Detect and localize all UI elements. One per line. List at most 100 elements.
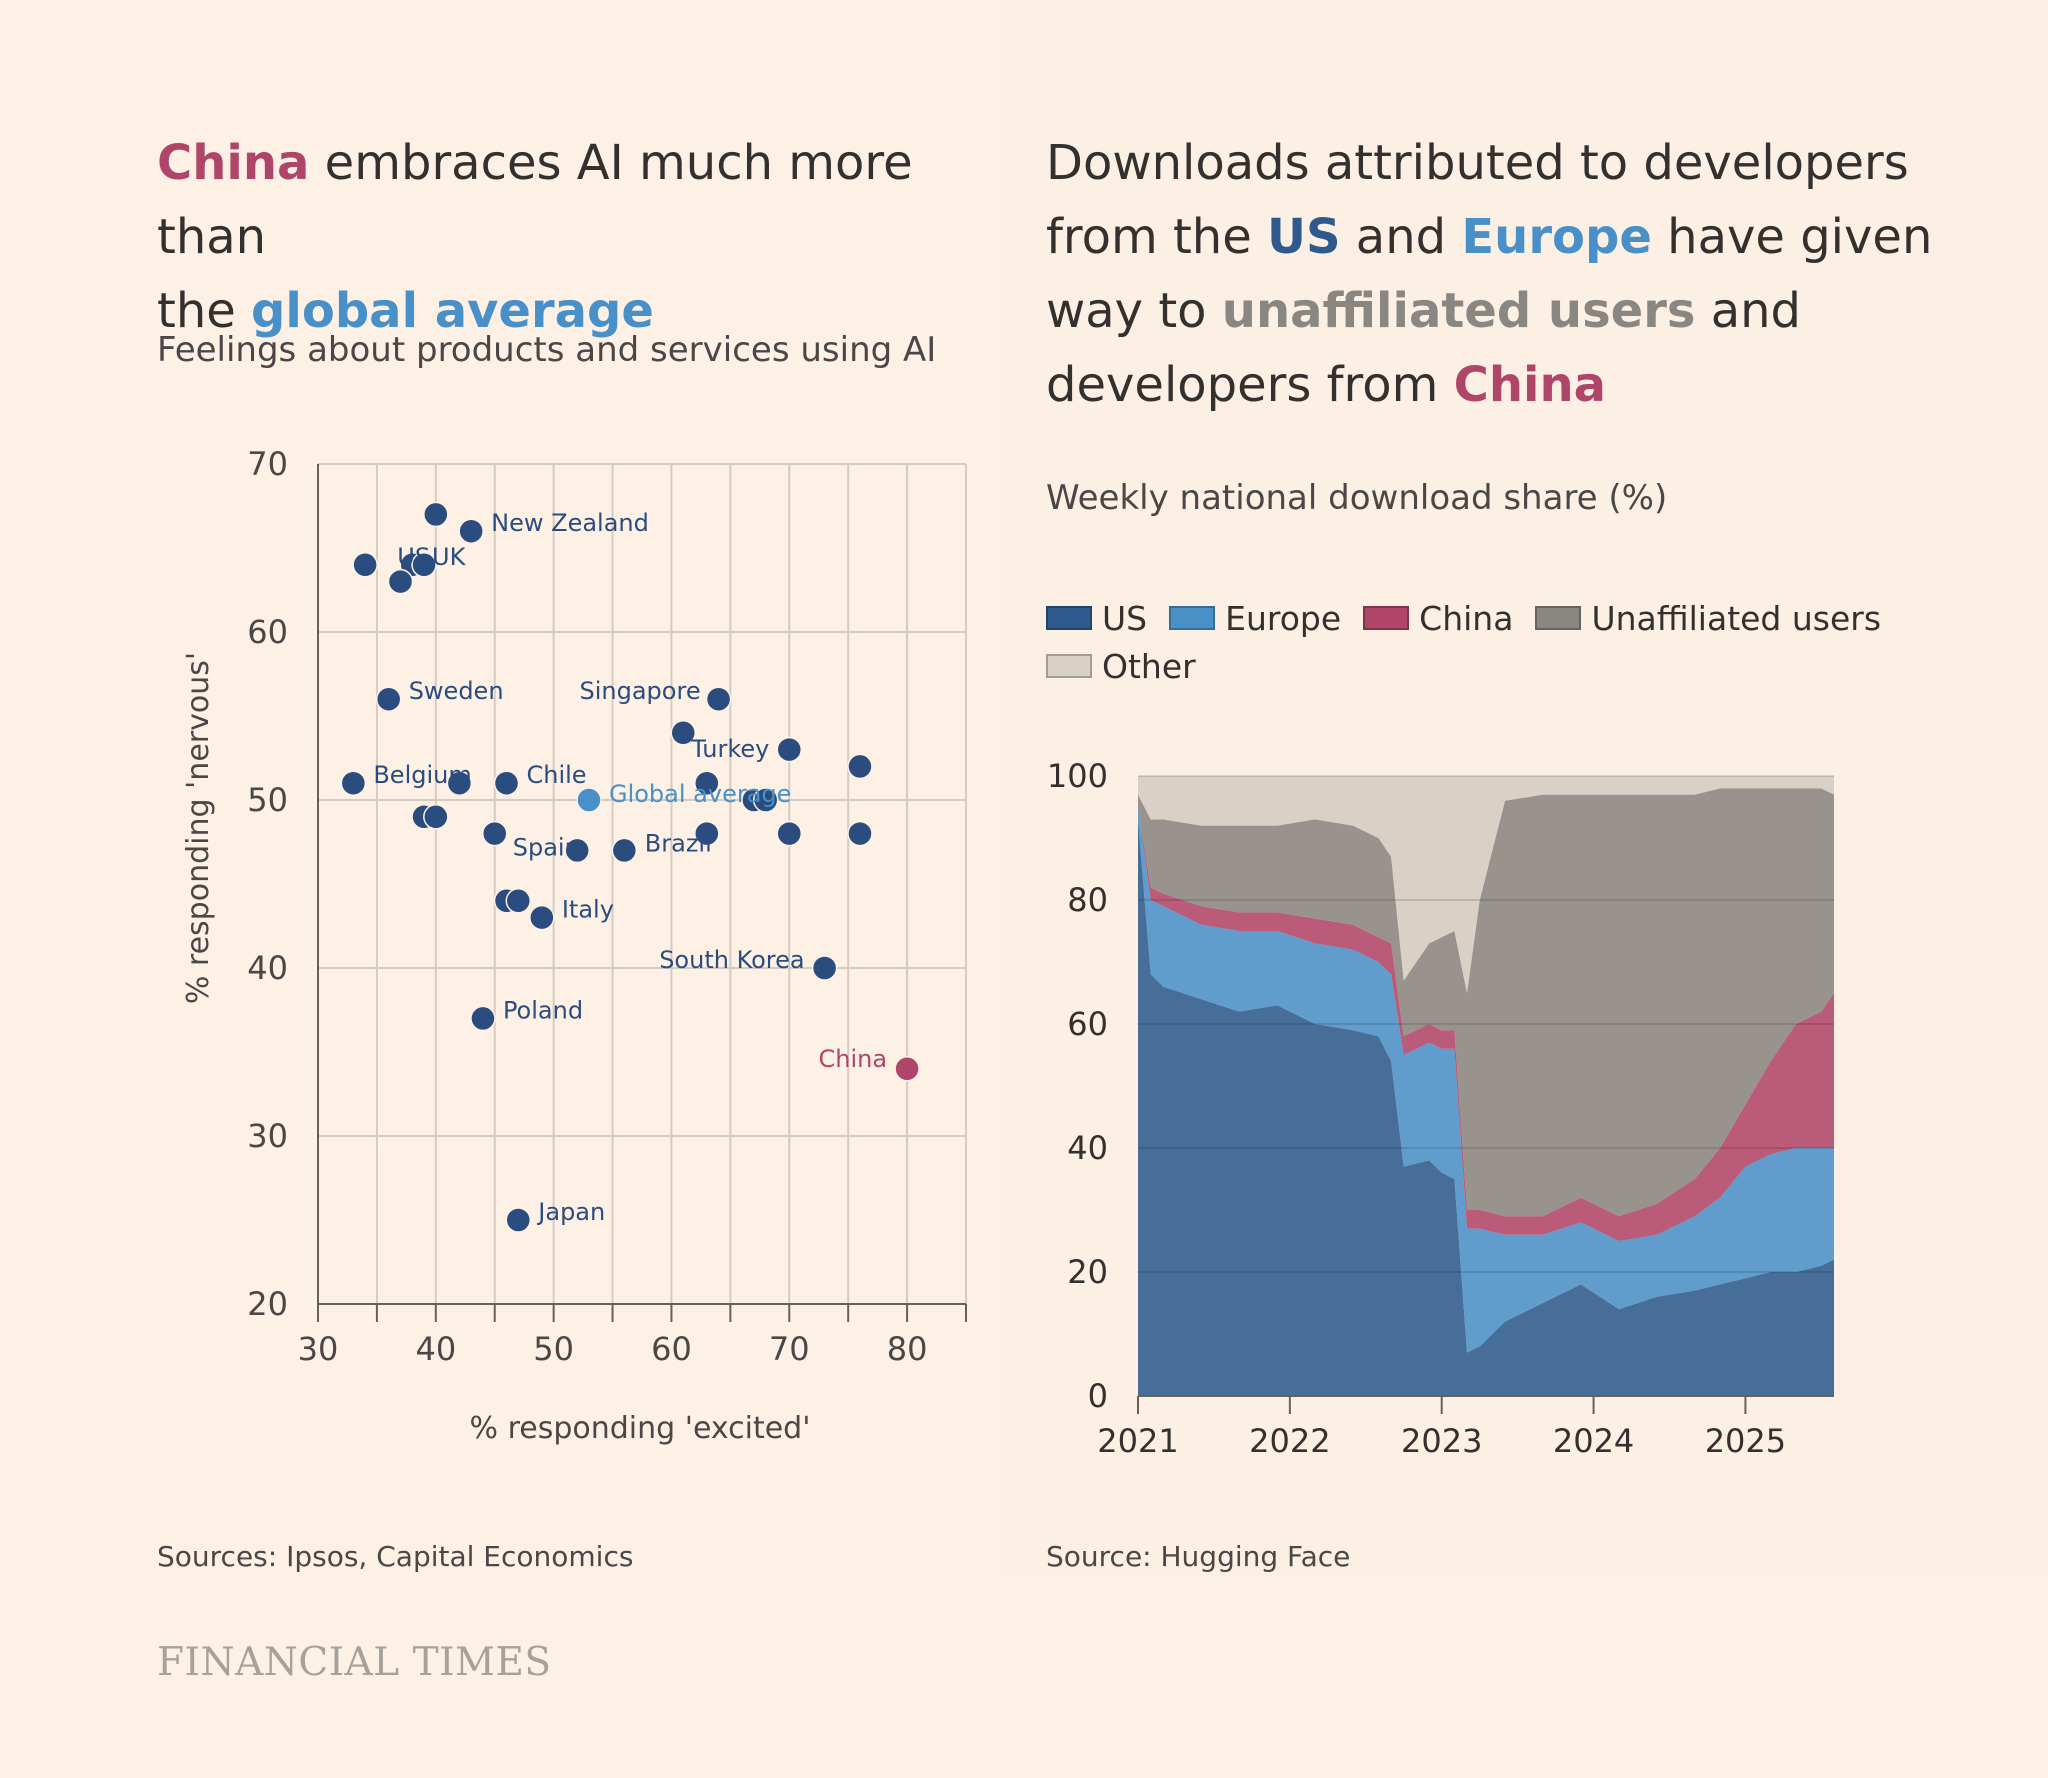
scatter-point bbox=[423, 804, 449, 830]
scatter-point bbox=[776, 736, 803, 763]
legend-label: China bbox=[1419, 598, 1514, 638]
scatter-point bbox=[670, 720, 696, 746]
y-tick-label: 40 bbox=[247, 949, 288, 987]
point-label: Japan bbox=[536, 1198, 605, 1226]
legend-label: Unaffiliated users bbox=[1591, 598, 1882, 638]
x-tick-label: 2022 bbox=[1249, 1422, 1330, 1460]
title-highlight-unaffiliated: unaffiliated users bbox=[1221, 283, 1696, 339]
scatter-subtitle: Feelings about products and services usi… bbox=[157, 330, 937, 370]
scatter-point bbox=[446, 770, 473, 796]
legend-item: China bbox=[1363, 594, 1513, 642]
title-highlight-europe: Europe bbox=[1461, 209, 1652, 265]
scatter-chart: 30 40 50 60 70 80 20 30 40 50 60 70 % responding 'ex… bbox=[181, 445, 967, 1446]
scatter-point bbox=[752, 787, 779, 813]
scatter-point bbox=[694, 820, 720, 847]
title-text: way to bbox=[1046, 283, 1222, 339]
title-text: developers from bbox=[1046, 357, 1454, 413]
legend-label: Other bbox=[1102, 646, 1196, 686]
y-tick-label: 100 bbox=[1047, 757, 1108, 795]
y-tick-label: 70 bbox=[247, 445, 288, 483]
title-highlight-us: US bbox=[1267, 209, 1341, 265]
scatter-point bbox=[375, 686, 402, 712]
x-tick-label: 80 bbox=[887, 1330, 928, 1368]
point-label: Spain bbox=[513, 834, 580, 862]
scatter-point bbox=[352, 552, 378, 578]
point-label: Singapore bbox=[580, 677, 701, 705]
scatter-point bbox=[776, 820, 803, 847]
scatter-point bbox=[705, 686, 732, 712]
scatter-point bbox=[894, 1056, 920, 1082]
y-tick-label: 60 bbox=[247, 613, 288, 651]
x-tick-label: 2025 bbox=[1705, 1422, 1786, 1460]
point-label: South Korea bbox=[659, 946, 804, 974]
scatter-point bbox=[505, 1207, 532, 1233]
scatter-point bbox=[564, 837, 590, 864]
scatter-panel: China embraces AI much more than the glo… bbox=[0, 0, 996, 1580]
scatter-point bbox=[576, 787, 602, 813]
scatter-point bbox=[847, 820, 873, 847]
scatter-source: Sources: Ipsos, Capital Economics bbox=[157, 1540, 634, 1573]
ft-logo: FINANCIAL TIMES bbox=[157, 1640, 552, 1685]
area-chart: 2021 2022 2023 2024 2025 0 20 40 60 80 100 bbox=[1047, 757, 1834, 1460]
point-label: Brazil bbox=[645, 830, 712, 858]
x-tick-label: 2024 bbox=[1553, 1422, 1634, 1460]
area-title: Downloads attributed to developers from … bbox=[1046, 126, 1996, 422]
y-axis-label: % responding 'nervous' bbox=[181, 652, 216, 1004]
area-series bbox=[1138, 807, 1834, 1353]
title-highlight-china: China bbox=[1453, 357, 1607, 413]
legend-item: Europe bbox=[1169, 594, 1341, 642]
x-tick-label: 2021 bbox=[1097, 1422, 1178, 1460]
point-label: China bbox=[819, 1045, 888, 1073]
scatter-point bbox=[529, 904, 555, 931]
scatter-title: China embraces AI much more than the glo… bbox=[157, 126, 977, 348]
area-series bbox=[1138, 819, 1834, 1396]
x-tick-label: 30 bbox=[298, 1330, 339, 1368]
scatter-point bbox=[481, 820, 508, 847]
scatter-point bbox=[387, 568, 414, 595]
legend-swatch bbox=[1535, 606, 1582, 630]
legend-item: Unaffiliated users bbox=[1535, 594, 1881, 642]
scatter-point bbox=[458, 518, 484, 544]
title-highlight-global: global average bbox=[251, 283, 654, 339]
legend-swatch bbox=[1046, 654, 1092, 678]
point-label: UK bbox=[432, 543, 467, 571]
point-label: Poland bbox=[503, 996, 583, 1024]
scatter-point bbox=[423, 501, 449, 528]
scatter-point bbox=[340, 770, 367, 796]
area-legend: US Europe China Unaffiliated users Other bbox=[1046, 594, 1906, 690]
y-tick-label: 0 bbox=[1088, 1377, 1108, 1415]
area-subtitle: Weekly national download share (%) bbox=[1046, 478, 1668, 518]
point-label: Turkey bbox=[690, 735, 769, 763]
y-tick-label: 30 bbox=[247, 1117, 288, 1155]
y-tick-label: 20 bbox=[247, 1285, 288, 1323]
point-label: US bbox=[397, 543, 430, 571]
y-tick-label: 80 bbox=[1067, 881, 1108, 919]
scatter-point bbox=[505, 888, 532, 914]
y-tick-label: 60 bbox=[1067, 1005, 1108, 1043]
area-series bbox=[1138, 788, 1834, 1217]
title-text: Downloads attributed to developers bbox=[1046, 135, 1909, 191]
scatter-point bbox=[411, 552, 437, 578]
scatter-point bbox=[847, 753, 873, 780]
point-label: Chile bbox=[527, 761, 587, 789]
x-axis-label: % responding 'excited' bbox=[470, 1411, 811, 1446]
point-label: Sweden bbox=[409, 677, 504, 705]
title-highlight-china: China bbox=[157, 135, 310, 191]
x-tick-label: 40 bbox=[415, 1330, 456, 1368]
point-label: Global average bbox=[609, 780, 791, 808]
title-text: from the bbox=[1046, 209, 1267, 265]
scatter-point bbox=[611, 837, 638, 864]
x-tick-label: 60 bbox=[651, 1330, 692, 1368]
legend-item: Other bbox=[1046, 642, 1196, 690]
title-text: and bbox=[1695, 283, 1802, 339]
legend-label: US bbox=[1102, 598, 1148, 638]
scatter-point bbox=[694, 770, 720, 796]
legend-swatch bbox=[1363, 606, 1410, 630]
x-tick-label: 2023 bbox=[1401, 1422, 1482, 1460]
title-text: the bbox=[157, 283, 252, 339]
point-label: Italy bbox=[562, 896, 614, 924]
scatter-point bbox=[811, 955, 838, 981]
area-source: Source: Hugging Face bbox=[1046, 1540, 1351, 1573]
area-series bbox=[1138, 776, 1834, 993]
y-tick-label: 50 bbox=[247, 781, 288, 819]
